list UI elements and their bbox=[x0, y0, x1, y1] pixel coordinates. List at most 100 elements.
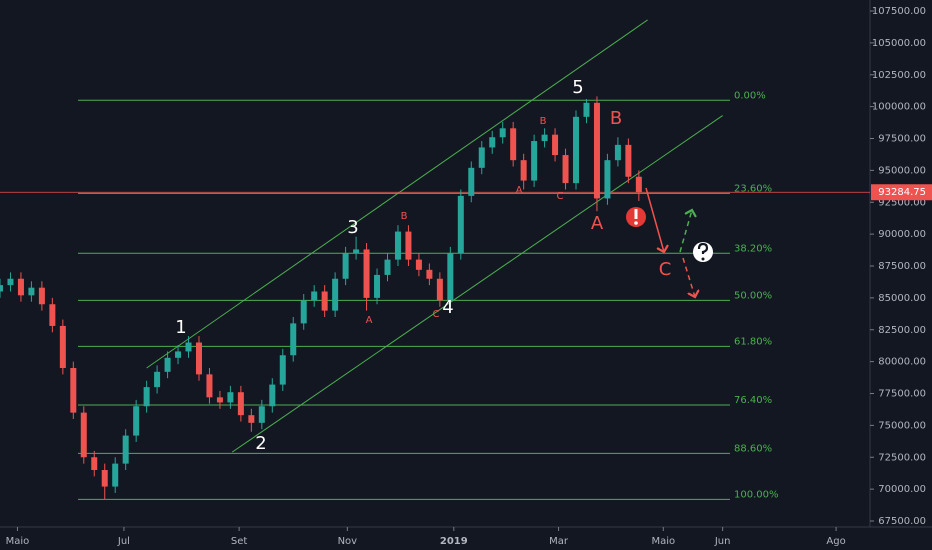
candle-body bbox=[625, 144, 632, 177]
candle-body bbox=[394, 231, 401, 260]
candle-body bbox=[552, 134, 559, 156]
warning-icon-glyph bbox=[634, 221, 638, 225]
question-icon-glyph bbox=[701, 257, 705, 261]
candle-body bbox=[154, 371, 161, 388]
candle-body bbox=[112, 463, 119, 487]
candle-body bbox=[489, 137, 496, 148]
y-tick-label: 100000.00 bbox=[872, 102, 926, 113]
candle-body bbox=[175, 351, 182, 358]
x-tick-label: Mar bbox=[549, 536, 569, 547]
projection-arrow-dashed bbox=[679, 210, 692, 253]
candle-body bbox=[635, 176, 642, 193]
candle-body bbox=[499, 128, 506, 138]
candle-body bbox=[332, 278, 339, 311]
fib-label: 0.00% bbox=[734, 90, 766, 101]
candle-body bbox=[405, 231, 412, 260]
candle-body bbox=[70, 368, 77, 413]
y-tick-label: 85000.00 bbox=[878, 293, 926, 304]
candle-body bbox=[468, 167, 475, 196]
x-tick-label: Nov bbox=[338, 536, 358, 547]
candle-body bbox=[583, 102, 590, 117]
x-tick-label: Set bbox=[231, 536, 248, 547]
fib-label: 23.60% bbox=[734, 183, 772, 194]
candle-body bbox=[279, 355, 286, 385]
candle-body bbox=[122, 435, 129, 464]
candle-body bbox=[7, 278, 14, 286]
candle-body bbox=[206, 374, 213, 398]
wave-label: C bbox=[659, 259, 672, 280]
fib-label: 38.20% bbox=[734, 243, 772, 254]
candle-body bbox=[80, 412, 87, 458]
wave-label: 4 bbox=[442, 297, 453, 318]
wave-label: C bbox=[433, 309, 440, 320]
fib-label: 76.40% bbox=[734, 395, 772, 406]
projection-arrow-dashed bbox=[682, 257, 695, 297]
y-tick-label: 72500.00 bbox=[878, 452, 926, 463]
candle-body bbox=[0, 285, 3, 292]
candle-body bbox=[593, 102, 600, 199]
candle-body bbox=[415, 259, 422, 270]
wave-label: B bbox=[610, 108, 622, 129]
x-tick-label: Jul bbox=[117, 536, 130, 547]
candle-body bbox=[614, 144, 621, 161]
y-tick-label: 102500.00 bbox=[872, 70, 926, 81]
candle-body bbox=[353, 249, 360, 254]
candle-body bbox=[133, 406, 140, 436]
candle-body bbox=[49, 304, 56, 326]
candle-body bbox=[101, 470, 108, 487]
channel-line bbox=[146, 19, 648, 369]
y-tick-label: 70000.00 bbox=[878, 484, 926, 495]
y-tick-label: 82500.00 bbox=[878, 325, 926, 336]
candle-body bbox=[290, 323, 297, 356]
channel-line bbox=[231, 115, 723, 453]
candle-body bbox=[426, 269, 433, 279]
candle-body bbox=[604, 160, 611, 199]
candle-body bbox=[562, 155, 569, 184]
wave-label: A bbox=[516, 185, 523, 196]
fib-label: 61.80% bbox=[734, 336, 772, 347]
candle-body bbox=[573, 116, 580, 184]
wave-label: B bbox=[401, 211, 408, 222]
candle-body bbox=[143, 387, 150, 407]
candle-body bbox=[269, 384, 276, 407]
x-tick-label: 2019 bbox=[440, 536, 468, 547]
candle-body bbox=[457, 195, 464, 254]
y-tick-label: 90000.00 bbox=[878, 229, 926, 240]
y-tick-label: 75000.00 bbox=[878, 420, 926, 431]
candle-body bbox=[227, 392, 234, 403]
question-icon-glyph bbox=[697, 242, 709, 254]
x-tick-label: Ago bbox=[826, 536, 845, 547]
candle-body bbox=[237, 392, 244, 416]
candle-body bbox=[28, 287, 35, 296]
candle-body bbox=[300, 300, 307, 324]
y-tick-label: 97500.00 bbox=[878, 134, 926, 145]
candle-body bbox=[541, 134, 548, 142]
wave-label: 5 bbox=[572, 77, 583, 98]
candle-body bbox=[531, 141, 538, 181]
last-price-label: 93284.75 bbox=[878, 187, 926, 198]
candle-body bbox=[164, 357, 171, 372]
candle-body bbox=[59, 325, 66, 368]
wave-label: A bbox=[366, 315, 373, 326]
candle-body bbox=[17, 278, 24, 296]
candle-body bbox=[363, 249, 370, 298]
candle-body bbox=[258, 406, 265, 423]
candle-body bbox=[216, 397, 223, 403]
candle-body bbox=[185, 342, 192, 352]
y-tick-label: 77500.00 bbox=[878, 389, 926, 400]
last-price-box bbox=[871, 184, 932, 201]
y-tick-label: 105000.00 bbox=[872, 38, 926, 49]
y-tick-label: 67500.00 bbox=[878, 516, 926, 527]
y-tick-label: 92500.00 bbox=[878, 197, 926, 208]
x-tick-label: Maio bbox=[651, 536, 675, 547]
x-tick-label: Maio bbox=[6, 536, 30, 547]
candle-body bbox=[374, 274, 381, 298]
fib-label: 50.00% bbox=[734, 290, 772, 301]
candle-body bbox=[321, 291, 328, 311]
candle-body bbox=[311, 291, 318, 301]
y-tick-label: 107500.00 bbox=[872, 6, 926, 17]
wave-label: 3 bbox=[347, 217, 358, 238]
candle-body bbox=[478, 147, 485, 168]
